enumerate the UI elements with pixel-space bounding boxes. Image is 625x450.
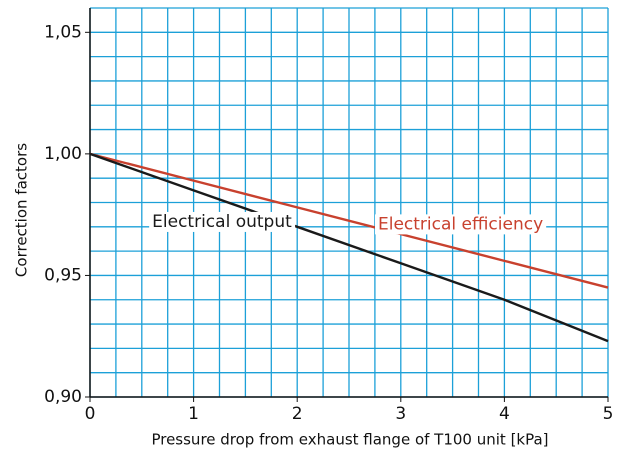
series-line <box>89 152 609 289</box>
label-bg <box>375 214 547 235</box>
x-tick-label: 5 <box>603 404 614 424</box>
y-axis-label: Correction factors <box>13 143 31 277</box>
x-tick-label: 0 <box>85 404 96 424</box>
series-line <box>89 152 609 343</box>
series-label: Electrical output <box>152 212 292 232</box>
y-tick-label: 0,95 <box>44 265 82 285</box>
x-tick-label: 2 <box>292 404 303 424</box>
label-bg <box>149 211 296 232</box>
series-label: Electrical efficiency <box>378 214 543 234</box>
x-tick-label: 3 <box>395 404 406 424</box>
y-tick-label: 1,05 <box>44 22 82 42</box>
y-tick-label: 1,00 <box>44 144 82 164</box>
x-tick-label: 4 <box>499 404 510 424</box>
x-axis-label: Pressure drop from exhaust flange of T10… <box>151 431 548 449</box>
x-tick-label: 1 <box>188 404 199 424</box>
y-tick-label: 0,90 <box>44 387 82 407</box>
